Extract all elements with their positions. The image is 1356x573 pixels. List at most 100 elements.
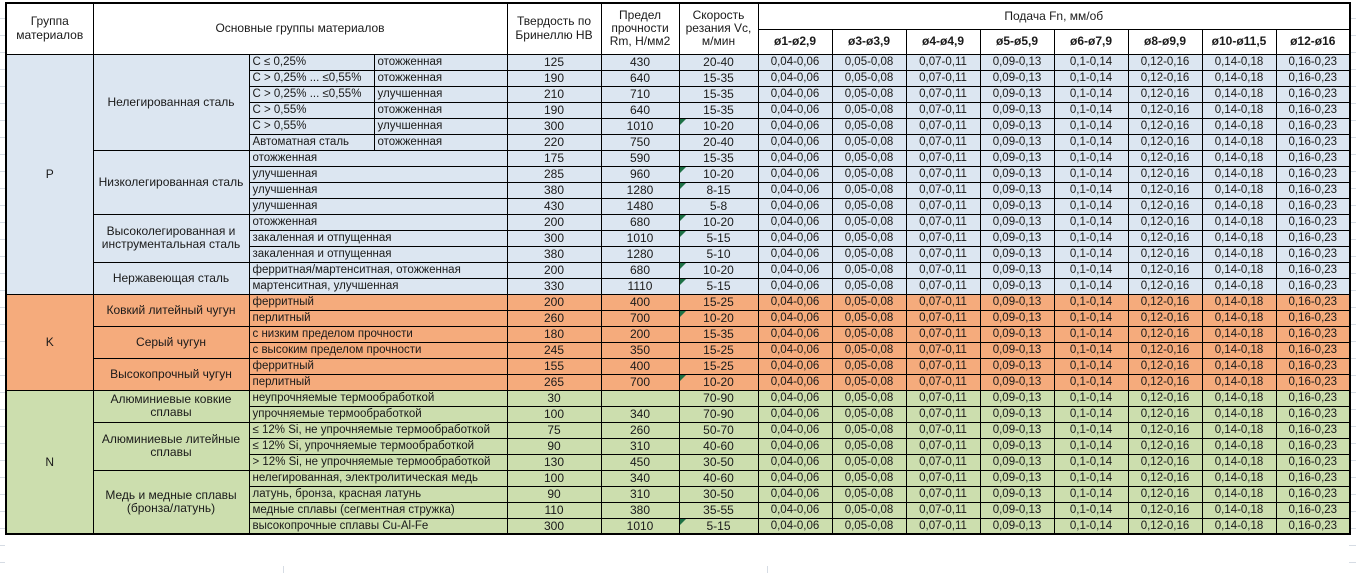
hb-cell[interactable]: 245 — [506, 341, 602, 359]
spec-cell[interactable]: улучшенная — [373, 85, 508, 103]
spec-cell[interactable]: ферритная/мартенситная, отожженная — [248, 261, 508, 279]
vc-cell[interactable]: 15-35 — [678, 85, 759, 103]
feed-cell[interactable]: 0,14-0,18 — [1201, 437, 1277, 455]
feed-cell[interactable]: 0,09-0,13 — [979, 69, 1055, 87]
feed-cell[interactable]: 0,05-0,08 — [831, 309, 907, 327]
rm-cell[interactable]: 1110 — [600, 277, 680, 295]
rm-cell[interactable]: 1010 — [600, 517, 680, 535]
hb-cell[interactable]: 380 — [506, 181, 602, 199]
feed-cell[interactable]: 0,1-0,14 — [1053, 453, 1129, 471]
feed-cell[interactable]: 0,16-0,23 — [1275, 53, 1351, 71]
feed-cell[interactable]: 0,1-0,14 — [1053, 85, 1129, 103]
vc-cell[interactable]: 5-15 — [678, 517, 759, 535]
family-cell[interactable]: Ковкий литейный чугун — [92, 293, 250, 327]
feed-cell[interactable]: 0,09-0,13 — [979, 341, 1055, 359]
feed-cell[interactable]: 0,05-0,08 — [831, 485, 907, 503]
feed-cell[interactable]: 0,16-0,23 — [1275, 389, 1351, 407]
feed-cell[interactable]: 0,07-0,11 — [905, 133, 981, 151]
spec-cell[interactable]: C > 0,55% — [248, 101, 375, 119]
feed-cell[interactable]: 0,12-0,16 — [1127, 149, 1203, 167]
feed-cell[interactable]: 0,04-0,06 — [757, 437, 833, 455]
feed-cell[interactable]: 0,16-0,23 — [1275, 165, 1351, 183]
feed-cell[interactable]: 0,14-0,18 — [1201, 453, 1277, 471]
feed-cell[interactable]: 0,14-0,18 — [1201, 245, 1277, 263]
spec-cell[interactable]: латунь, бронза, красная латунь — [248, 485, 508, 503]
hb-cell[interactable]: 200 — [506, 293, 602, 311]
vc-cell[interactable]: 15-35 — [678, 149, 759, 167]
spec-cell[interactable]: > 12% Si, не упрочняемые термообработкой — [248, 453, 508, 471]
feed-cell[interactable]: 0,14-0,18 — [1201, 293, 1277, 311]
feed-cell[interactable]: 0,16-0,23 — [1275, 485, 1351, 503]
family-cell[interactable]: Нелегированная сталь — [92, 53, 250, 151]
feed-cell[interactable]: 0,04-0,06 — [757, 309, 833, 327]
feed-cell[interactable]: 0,16-0,23 — [1275, 69, 1351, 87]
feed-cell[interactable]: 0,14-0,18 — [1201, 261, 1277, 279]
feed-cell[interactable]: 0,12-0,16 — [1127, 293, 1203, 311]
feed-cell[interactable]: 0,1-0,14 — [1053, 389, 1129, 407]
feed-cell[interactable]: 0,1-0,14 — [1053, 197, 1129, 215]
feed-cell[interactable]: 0,07-0,11 — [905, 245, 981, 263]
rm-cell[interactable]: 590 — [600, 149, 680, 167]
vc-cell[interactable]: 8-15 — [678, 181, 759, 199]
spec-cell[interactable]: отожженная — [373, 101, 508, 119]
feed-cell[interactable]: 0,09-0,13 — [979, 517, 1055, 535]
spec-cell[interactable]: закаленная и отпущенная — [248, 229, 508, 247]
spec-cell[interactable]: медные сплавы (сегментная стружка) — [248, 501, 508, 519]
hb-cell[interactable]: 190 — [506, 101, 602, 119]
feed-cell[interactable]: 0,14-0,18 — [1201, 517, 1277, 535]
feed-cell[interactable]: 0,07-0,11 — [905, 501, 981, 519]
rm-cell[interactable]: 640 — [600, 101, 680, 119]
feed-cell[interactable]: 0,16-0,23 — [1275, 261, 1351, 279]
feed-cell[interactable]: 0,16-0,23 — [1275, 85, 1351, 103]
vc-cell[interactable]: 10-20 — [678, 213, 759, 231]
feed-cell[interactable]: 0,14-0,18 — [1201, 421, 1277, 439]
feed-cell[interactable]: 0,16-0,23 — [1275, 501, 1351, 519]
feed-cell[interactable]: 0,1-0,14 — [1053, 69, 1129, 87]
feed-cell[interactable]: 0,09-0,13 — [979, 357, 1055, 375]
feed-cell[interactable]: 0,12-0,16 — [1127, 421, 1203, 439]
feed-cell[interactable]: 0,14-0,18 — [1201, 181, 1277, 199]
vc-cell[interactable]: 10-20 — [678, 309, 759, 327]
feed-cell[interactable]: 0,1-0,14 — [1053, 229, 1129, 247]
feed-cell[interactable]: 0,04-0,06 — [757, 85, 833, 103]
header-diam-7[interactable]: ø10-ø11,5 — [1201, 28, 1277, 55]
feed-cell[interactable]: 0,05-0,08 — [831, 53, 907, 71]
feed-cell[interactable]: 0,12-0,16 — [1127, 517, 1203, 535]
hb-cell[interactable]: 300 — [506, 117, 602, 135]
feed-cell[interactable]: 0,04-0,06 — [757, 165, 833, 183]
feed-cell[interactable]: 0,07-0,11 — [905, 325, 981, 343]
spec-cell[interactable]: закаленная и отпущенная — [248, 245, 508, 263]
hb-cell[interactable]: 330 — [506, 277, 602, 295]
feed-cell[interactable]: 0,07-0,11 — [905, 485, 981, 503]
hb-cell[interactable]: 200 — [506, 261, 602, 279]
feed-cell[interactable]: 0,05-0,08 — [831, 277, 907, 295]
feed-cell[interactable]: 0,1-0,14 — [1053, 309, 1129, 327]
feed-cell[interactable]: 0,14-0,18 — [1201, 53, 1277, 71]
vc-cell[interactable]: 10-20 — [678, 117, 759, 135]
spec-cell[interactable]: отожженная — [373, 53, 508, 71]
hb-cell[interactable]: 300 — [506, 517, 602, 535]
feed-cell[interactable]: 0,14-0,18 — [1201, 309, 1277, 327]
feed-cell[interactable]: 0,07-0,11 — [905, 469, 981, 487]
rm-cell[interactable]: 340 — [600, 405, 680, 423]
feed-cell[interactable]: 0,04-0,06 — [757, 485, 833, 503]
feed-cell[interactable]: 0,04-0,06 — [757, 501, 833, 519]
feed-cell[interactable]: 0,04-0,06 — [757, 405, 833, 423]
header-diam-3[interactable]: ø4-ø4,9 — [905, 28, 981, 55]
hb-cell[interactable]: 430 — [506, 197, 602, 215]
vc-cell[interactable]: 15-35 — [678, 69, 759, 87]
vc-cell[interactable]: 10-20 — [678, 261, 759, 279]
feed-cell[interactable]: 0,16-0,23 — [1275, 309, 1351, 327]
feed-cell[interactable]: 0,14-0,18 — [1201, 405, 1277, 423]
feed-cell[interactable]: 0,1-0,14 — [1053, 405, 1129, 423]
feed-cell[interactable]: 0,16-0,23 — [1275, 101, 1351, 119]
feed-cell[interactable]: 0,14-0,18 — [1201, 165, 1277, 183]
vc-cell[interactable]: 5-15 — [678, 277, 759, 295]
feed-cell[interactable]: 0,12-0,16 — [1127, 245, 1203, 263]
feed-cell[interactable]: 0,1-0,14 — [1053, 357, 1129, 375]
feed-cell[interactable]: 0,04-0,06 — [757, 261, 833, 279]
feed-cell[interactable]: 0,1-0,14 — [1053, 437, 1129, 455]
feed-cell[interactable]: 0,1-0,14 — [1053, 53, 1129, 71]
rm-cell[interactable]: 450 — [600, 453, 680, 471]
feed-cell[interactable]: 0,05-0,08 — [831, 213, 907, 231]
